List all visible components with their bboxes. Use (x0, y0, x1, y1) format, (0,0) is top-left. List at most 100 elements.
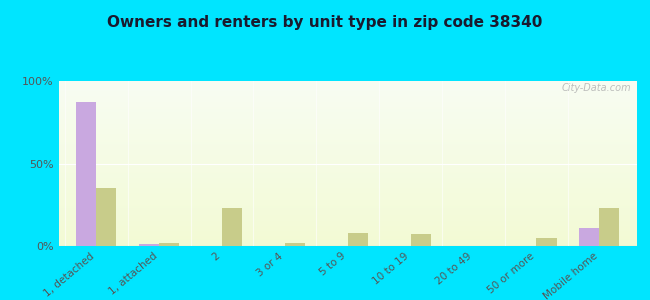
Bar (58, 160, 637, 162)
Bar (58, 81, 637, 82)
Bar (58, 236, 637, 238)
Bar (58, 102, 637, 104)
Bar (58, 150, 637, 152)
Bar (58, 111, 637, 112)
Bar (58, 144, 637, 146)
Text: Owners and renters by unit type in zip code 38340: Owners and renters by unit type in zip c… (107, 15, 543, 30)
Bar (58, 177, 637, 178)
Bar (58, 88, 637, 89)
Bar (536, 238, 556, 246)
Bar (58, 125, 637, 127)
Bar (58, 157, 637, 158)
Bar (58, 213, 637, 215)
Bar (348, 233, 368, 246)
Bar (58, 132, 637, 134)
Bar (58, 216, 637, 218)
Bar (58, 235, 637, 236)
Bar (58, 175, 637, 177)
Bar (58, 183, 637, 185)
Bar (58, 121, 637, 122)
Bar (58, 243, 637, 244)
Bar (58, 198, 637, 200)
Bar (579, 228, 599, 246)
Bar (58, 228, 637, 230)
Bar (58, 155, 637, 157)
Bar (58, 188, 637, 190)
Bar (58, 112, 637, 114)
Bar (58, 190, 637, 192)
Bar (58, 142, 637, 144)
Bar (58, 98, 637, 99)
Bar (58, 137, 637, 139)
Bar (58, 147, 637, 148)
Bar (58, 136, 637, 137)
Bar (58, 233, 637, 235)
Bar (58, 238, 637, 239)
Bar (58, 208, 637, 210)
Bar (58, 239, 637, 241)
Bar (58, 107, 637, 109)
Bar (58, 140, 637, 142)
Bar (58, 193, 637, 195)
Bar (58, 185, 637, 187)
Bar (96, 188, 116, 246)
Bar (58, 92, 637, 94)
Bar (58, 218, 637, 220)
Bar (58, 162, 637, 164)
Text: City-Data.com: City-Data.com (562, 82, 631, 93)
Bar (58, 165, 637, 167)
Bar (58, 230, 637, 231)
Bar (58, 127, 637, 129)
Bar (58, 172, 637, 173)
Bar (58, 220, 637, 221)
Bar (58, 122, 637, 124)
Bar (58, 203, 637, 205)
Bar (58, 154, 637, 155)
Bar (58, 106, 637, 107)
Bar (58, 152, 637, 154)
Bar (411, 235, 431, 246)
Bar (58, 178, 637, 180)
Bar (58, 215, 637, 216)
Bar (58, 158, 637, 160)
Bar (58, 129, 637, 130)
Bar (58, 206, 637, 208)
Bar (58, 187, 637, 188)
Bar (58, 205, 637, 206)
Bar (58, 192, 637, 193)
Bar (58, 164, 637, 165)
Bar (58, 182, 637, 183)
Bar (58, 101, 637, 102)
Bar (76, 102, 96, 246)
Bar (58, 130, 637, 132)
Bar (58, 223, 637, 224)
Bar (58, 145, 637, 147)
Bar (599, 208, 619, 246)
Bar (58, 244, 637, 246)
Bar (58, 210, 637, 211)
Bar (58, 91, 637, 92)
Bar (58, 170, 637, 172)
Bar (58, 82, 637, 84)
Bar (58, 117, 637, 119)
Bar (285, 243, 305, 246)
Bar (58, 241, 637, 243)
Bar (58, 139, 637, 140)
Bar (58, 134, 637, 136)
Bar (58, 89, 637, 91)
Bar (58, 224, 637, 226)
Bar (58, 211, 637, 213)
Bar (58, 221, 637, 223)
Bar (58, 173, 637, 175)
Bar (58, 180, 637, 182)
Bar (58, 96, 637, 98)
Bar (58, 148, 637, 150)
Bar (159, 243, 179, 246)
Bar (58, 94, 637, 96)
Bar (58, 86, 637, 88)
Bar (58, 104, 637, 106)
Bar (58, 124, 637, 125)
Bar (58, 231, 637, 233)
Bar (58, 119, 637, 121)
Bar (58, 99, 637, 101)
